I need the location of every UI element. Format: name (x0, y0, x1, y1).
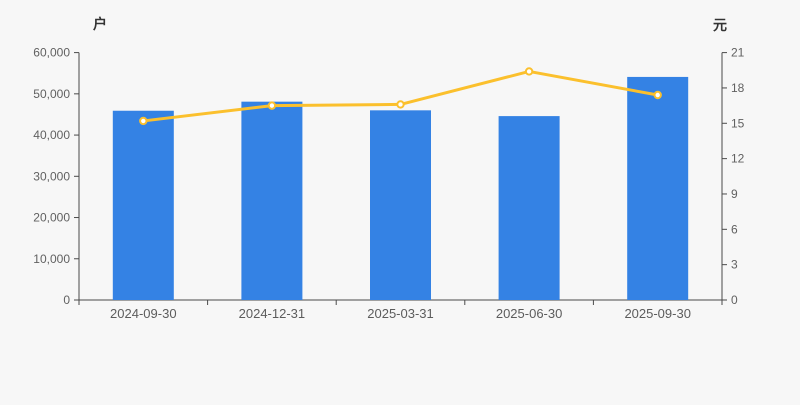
bar[interactable] (627, 76, 689, 300)
right-axis-tick-label: 12 (731, 152, 745, 166)
left-axis-tick-label: 20,000 (33, 211, 70, 225)
x-axis-category-label: 2025-03-31 (367, 306, 434, 321)
left-axis-tick-label: 30,000 (33, 169, 70, 183)
right-axis-tick-label: 3 (731, 258, 738, 272)
right-axis-title: 元 (713, 17, 727, 33)
right-axis-tick-label: 0 (731, 293, 738, 307)
right-axis-tick-label: 15 (731, 116, 745, 130)
left-axis-title: 户 (93, 16, 107, 32)
bar[interactable] (241, 101, 303, 300)
line-point[interactable] (396, 100, 405, 109)
right-axis-tick-label: 21 (731, 46, 745, 60)
line-point[interactable] (267, 101, 277, 110)
right-axis-tick-label: 18 (731, 81, 745, 95)
left-axis-tick-label: 10,000 (33, 252, 70, 266)
x-axis-category-label: 2024-12-31 (239, 306, 306, 321)
x-axis-category-label: 2024-09-30 (110, 306, 177, 321)
bar[interactable] (498, 116, 560, 300)
right-axis-tick-label: 9 (731, 187, 738, 201)
left-axis-tick-label: 50,000 (33, 87, 70, 101)
left-axis-tick-label: 0 (63, 293, 70, 307)
x-axis-category-label: 2025-06-30 (496, 306, 563, 321)
x-axis-category-label: 2025-09-30 (624, 306, 691, 321)
right-axis-tick-label: 6 (731, 222, 738, 236)
left-axis-tick-label: 60,000 (33, 46, 70, 60)
line-point[interactable] (524, 67, 534, 76)
left-axis-tick-label: 40,000 (33, 128, 70, 142)
bar[interactable] (370, 110, 431, 301)
line-point[interactable] (653, 90, 662, 100)
line-point[interactable] (139, 116, 148, 126)
bar[interactable] (112, 110, 174, 300)
